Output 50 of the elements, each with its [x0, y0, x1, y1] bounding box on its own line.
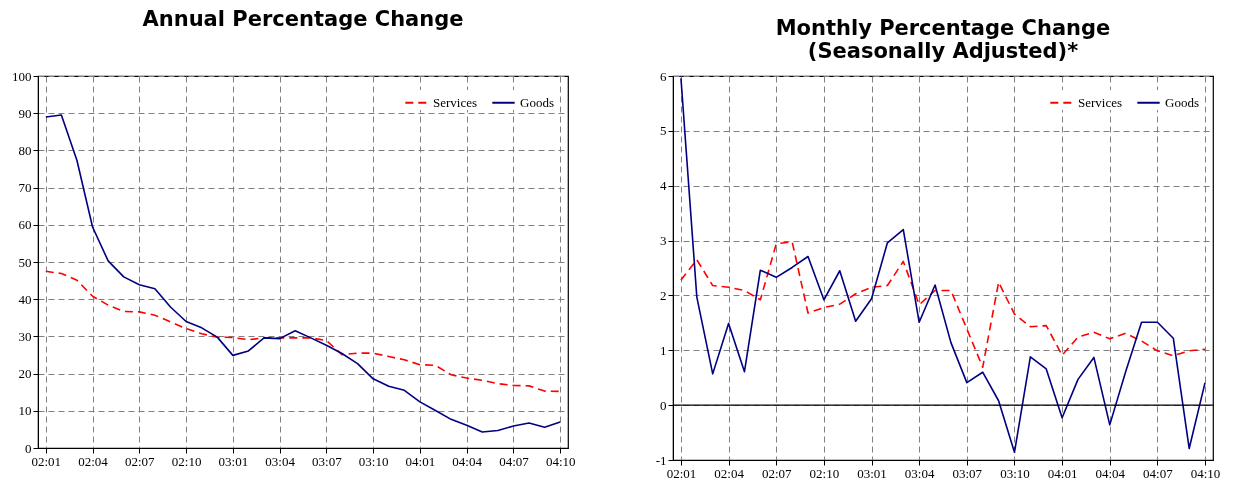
x-tick-label: 04:07 — [499, 453, 530, 469]
chart-title: Monthly Percentage Change — [775, 16, 1111, 40]
x-tick-label: 02:01 — [666, 465, 697, 481]
x-tick-label: 02:04 — [714, 465, 745, 481]
x-tick-label: 03:01 — [218, 453, 249, 469]
y-tick-label: -1 — [655, 452, 667, 468]
x-tick-label: 03:10 — [1000, 465, 1030, 481]
y-tick-label: 40 — [18, 291, 32, 307]
x-tick-label: 02:01 — [31, 453, 62, 469]
x-tick-label: 03:10 — [358, 453, 389, 469]
x-tick-label: 03:04 — [265, 453, 296, 469]
x-tick-label: 02:10 — [809, 465, 840, 481]
chart-title: Annual Percentage Change — [142, 7, 464, 31]
y-tick-label: 4 — [660, 178, 667, 194]
chart-subtitle: (Seasonally Adjusted)* — [807, 39, 1079, 63]
y-tick-label: 10 — [18, 403, 32, 419]
y-tick-label: 90 — [18, 105, 32, 121]
x-tick-label: 03:04 — [904, 465, 935, 481]
legend-label: Services — [433, 94, 478, 110]
x-tick-label: 02:07 — [761, 465, 793, 481]
y-tick-label: 70 — [18, 180, 32, 196]
x-tick-label: 04:01 — [405, 453, 436, 469]
x-tick-label: 02:04 — [78, 453, 109, 469]
y-tick-label: 80 — [18, 142, 32, 158]
x-tick-label: 03:07 — [312, 453, 343, 469]
y-tick-label: 5 — [660, 123, 667, 139]
y-tick-label: 2 — [660, 287, 667, 303]
x-tick-label: 03:01 — [857, 465, 887, 481]
x-tick-label: 04:10 — [1190, 465, 1221, 481]
y-tick-label: 30 — [18, 328, 32, 344]
y-tick-label: 0 — [660, 397, 667, 413]
x-tick-label: 04:07 — [1143, 465, 1174, 481]
x-tick-label: 04:01 — [1047, 465, 1078, 481]
y-tick-label: 6 — [660, 68, 667, 84]
y-tick-label: 20 — [18, 366, 32, 382]
y-tick-label: 50 — [18, 254, 32, 270]
x-tick-label: 03:07 — [952, 465, 983, 481]
x-tick-label: 04:04 — [1095, 465, 1126, 481]
y-tick-label: 60 — [18, 217, 32, 233]
y-tick-label: 3 — [660, 233, 667, 249]
y-tick-label: 100 — [12, 68, 32, 84]
legend-label: Services — [1078, 94, 1123, 110]
x-tick-label: 04:10 — [545, 453, 576, 469]
x-tick-label: 02:07 — [125, 453, 156, 469]
y-tick-label: 1 — [660, 342, 667, 358]
x-tick-label: 02:10 — [171, 453, 202, 469]
x-tick-label: 04:04 — [452, 453, 483, 469]
legend-label: Goods — [1165, 94, 1199, 110]
y-tick-label: 0 — [25, 440, 32, 456]
legend-label: Goods — [520, 94, 554, 110]
